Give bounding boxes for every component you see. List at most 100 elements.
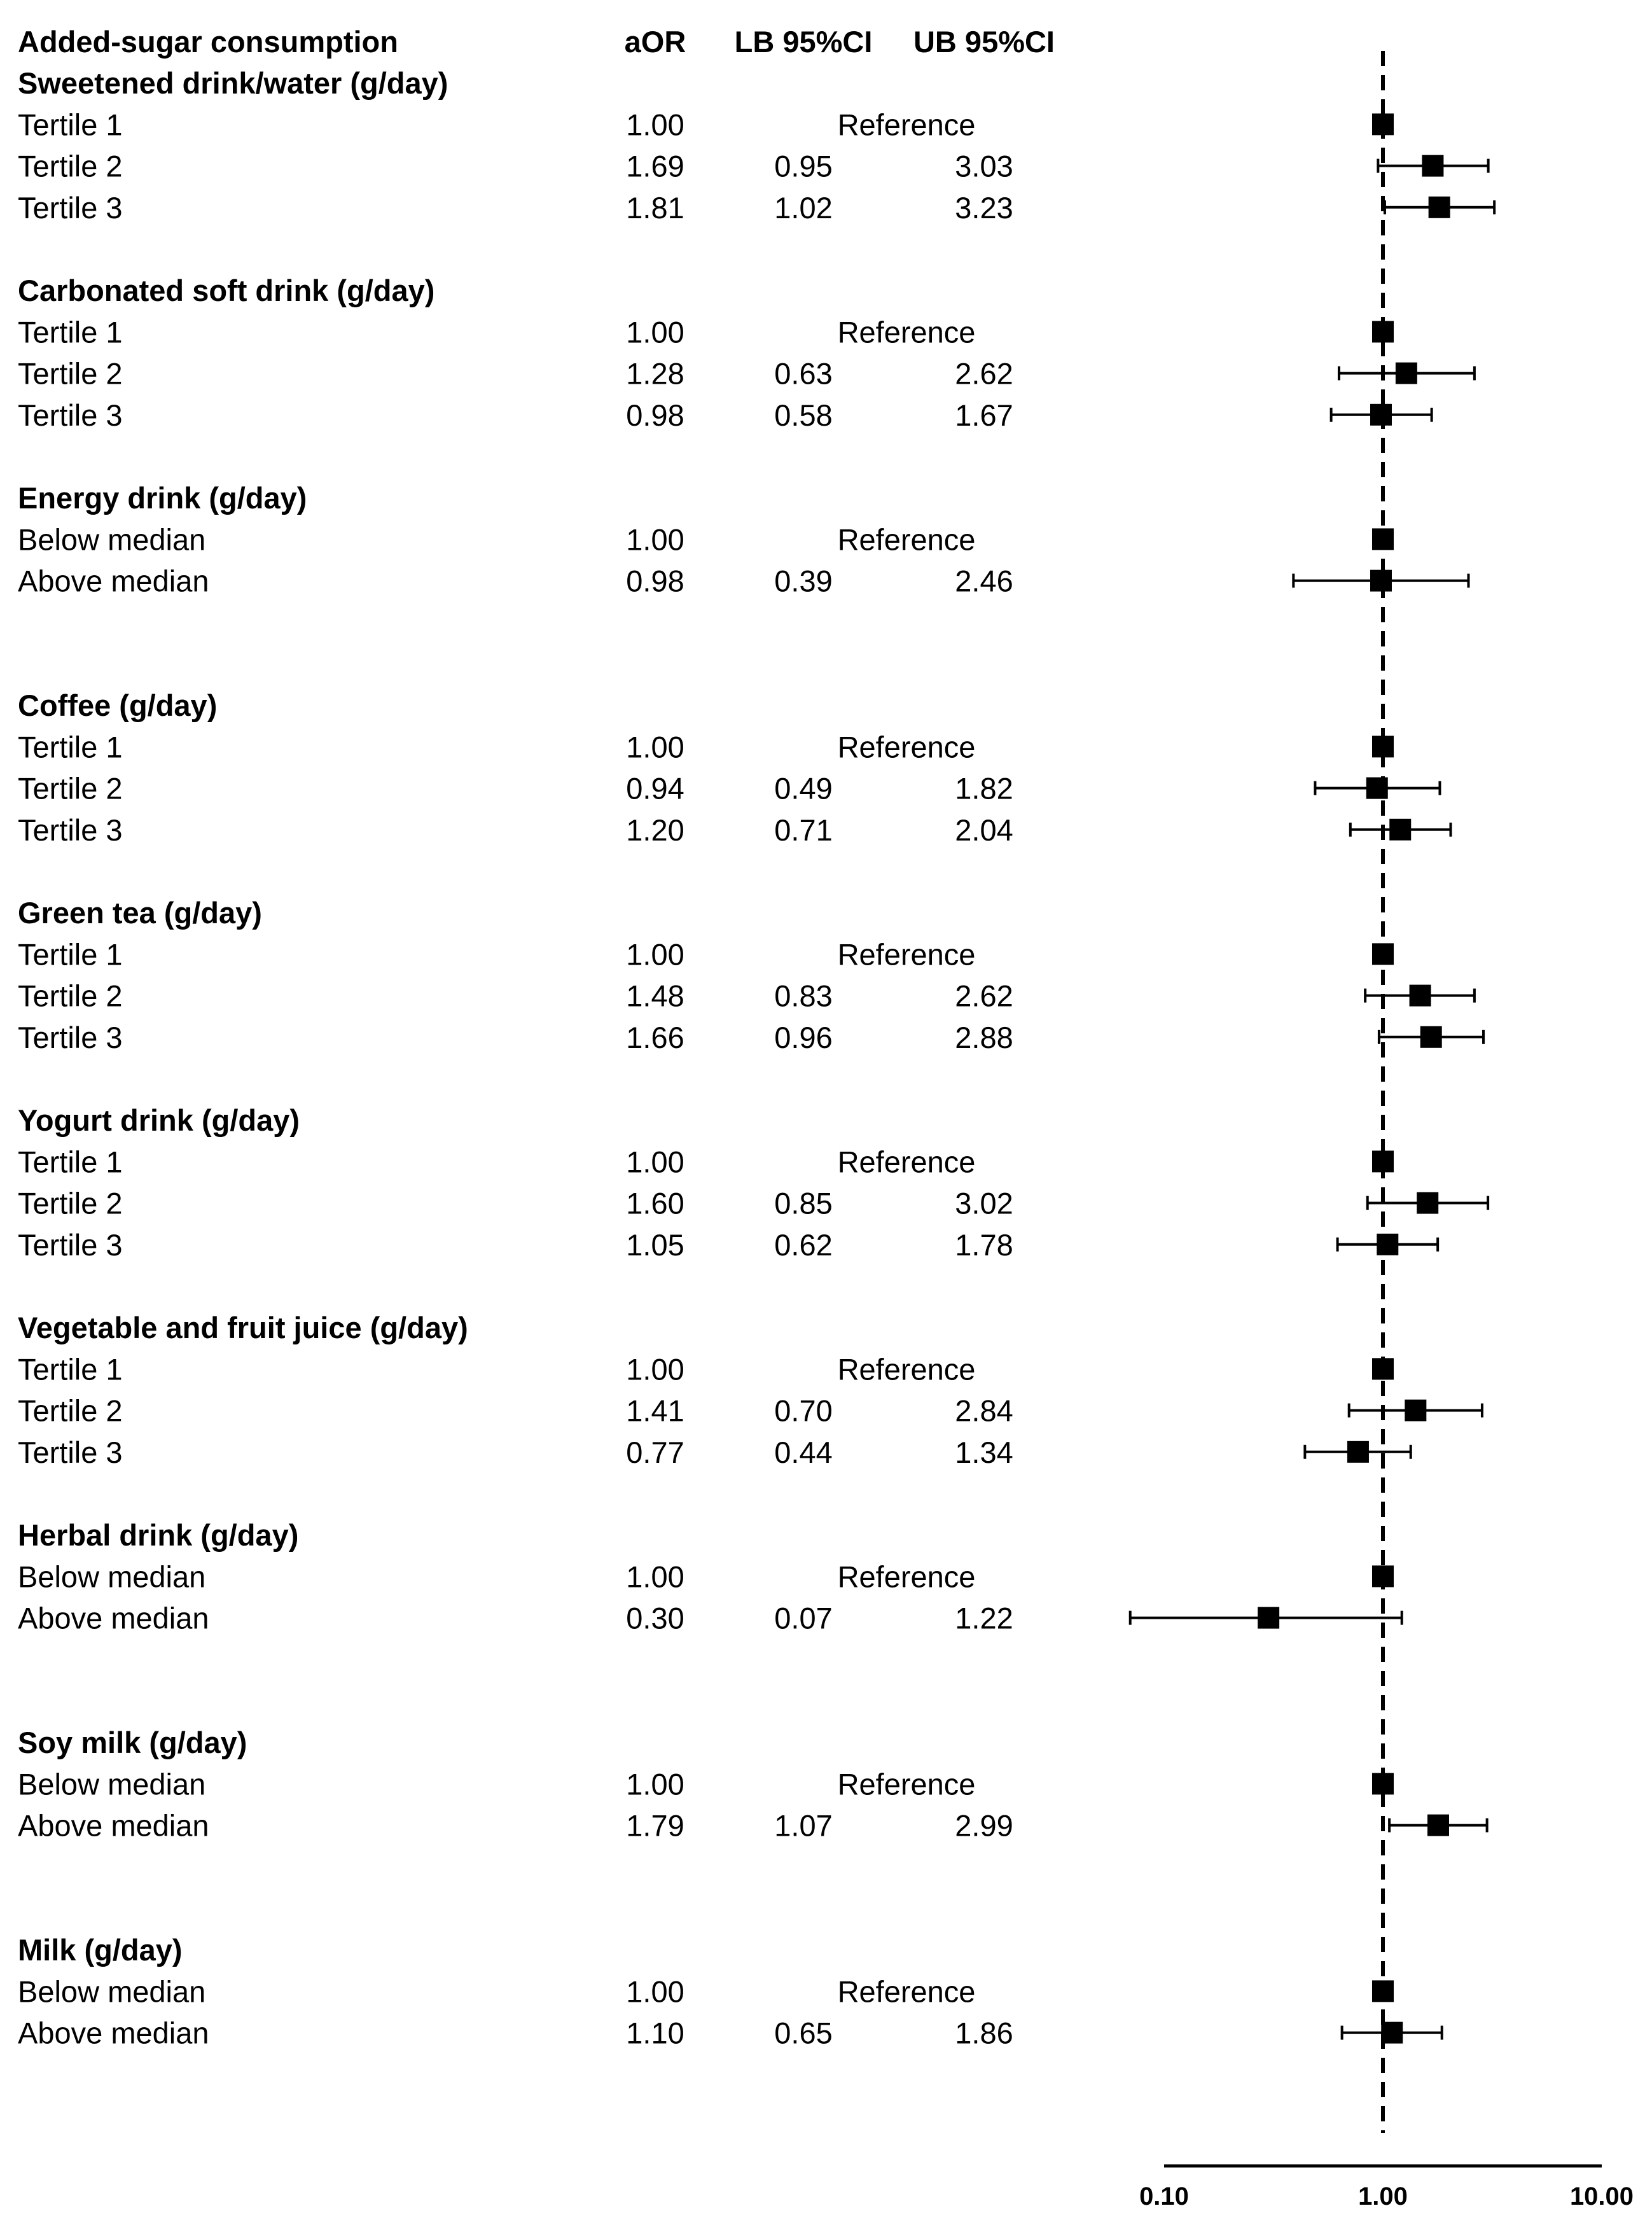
group-header: Energy drink (g/day) — [18, 481, 307, 515]
row-label: Tertile 2 — [18, 1394, 123, 1428]
row-aor-value: 1.79 — [626, 1809, 684, 1843]
row-lb-value: 0.49 — [774, 772, 832, 806]
row-lb-value: 0.44 — [774, 1435, 832, 1469]
column-header-label: Added-sugar consumption — [18, 25, 398, 59]
row-label: Tertile 3 — [18, 813, 123, 847]
row-lb-value: 0.85 — [774, 1187, 832, 1220]
group-header: Sweetened drink/water (g/day) — [18, 66, 448, 100]
row-lb-value: 0.07 — [774, 1602, 832, 1635]
row-aor-value: 1.00 — [626, 522, 684, 556]
row-label: Below median — [18, 1974, 205, 2008]
row-ub-value: 1.82 — [955, 772, 1013, 806]
row-label: Tertile 2 — [18, 150, 123, 183]
point-marker — [1347, 1441, 1369, 1463]
row-aor-value: 0.30 — [626, 1602, 684, 1635]
group-header: Coffee (g/day) — [18, 688, 217, 722]
point-marker — [1370, 569, 1392, 592]
row-lb-value: 0.95 — [774, 150, 832, 183]
group-header: Green tea (g/day) — [18, 896, 262, 930]
row-aor-value: 1.00 — [626, 1145, 684, 1178]
row-reference-text: Reference — [838, 1560, 976, 1593]
row-label: Below median — [18, 522, 205, 556]
row-ub-value: 2.62 — [955, 357, 1013, 391]
point-marker — [1258, 1607, 1280, 1629]
row-label: Below median — [18, 1767, 205, 1801]
row-reference-text: Reference — [838, 108, 976, 141]
row-lb-value: 0.62 — [774, 1228, 832, 1262]
row-label: Tertile 2 — [18, 1187, 123, 1220]
group-header: Milk (g/day) — [18, 1933, 183, 1967]
row-ub-value: 3.23 — [955, 191, 1013, 225]
row-ub-value: 3.02 — [955, 1187, 1013, 1220]
row-aor-value: 0.98 — [626, 398, 684, 432]
row-reference-text: Reference — [838, 730, 976, 764]
row-aor-value: 1.81 — [626, 191, 684, 225]
group-header: Yogurt drink (g/day) — [18, 1103, 300, 1137]
row-aor-value: 1.00 — [626, 730, 684, 764]
row-aor-value: 1.00 — [626, 108, 684, 141]
x-axis: 0.10 1.00 10.00 — [1139, 2164, 1634, 2210]
row-aor-value: 1.69 — [626, 150, 684, 183]
row-ub-value: 1.67 — [955, 398, 1013, 432]
row-aor-value: 1.00 — [626, 1352, 684, 1386]
row-label: Tertile 3 — [18, 1021, 123, 1054]
point-marker — [1420, 1026, 1442, 1048]
row-label: Tertile 2 — [18, 357, 123, 391]
row-aor-value: 0.77 — [626, 1435, 684, 1469]
row-aor-value: 1.48 — [626, 979, 684, 1013]
row-reference-text: Reference — [838, 937, 976, 971]
column-header-aor: aOR — [625, 25, 686, 59]
point-marker — [1417, 1192, 1439, 1214]
row-lb-value: 0.65 — [774, 2016, 832, 2050]
row-ub-value: 1.78 — [955, 1228, 1013, 1262]
column-header-ub: UB 95%CI — [913, 25, 1055, 59]
plot-layer — [1128, 51, 1496, 2133]
x-tick-label: 10.00 — [1570, 2182, 1634, 2210]
point-marker — [1409, 984, 1431, 1007]
x-tick-label: 1.00 — [1358, 2182, 1408, 2210]
row-label: Above median — [18, 1602, 209, 1635]
row-label: Tertile 2 — [18, 772, 123, 806]
row-aor-value: 1.60 — [626, 1187, 684, 1220]
row-ub-value: 1.86 — [955, 2016, 1013, 2050]
row-lb-value: 0.83 — [774, 979, 832, 1013]
row-lb-value: 0.39 — [774, 564, 832, 598]
row-label: Above median — [18, 1809, 209, 1843]
row-label: Tertile 2 — [18, 979, 123, 1013]
row-aor-value: 1.00 — [626, 937, 684, 971]
row-label: Tertile 1 — [18, 1145, 123, 1178]
row-ub-value: 2.04 — [955, 813, 1013, 847]
row-lb-value: 0.63 — [774, 357, 832, 391]
point-marker — [1395, 362, 1417, 384]
column-header-lb: LB 95%CI — [735, 25, 873, 59]
row-ub-value: 1.22 — [955, 1602, 1013, 1635]
group-header: Vegetable and fruit juice (g/day) — [18, 1311, 468, 1344]
row-reference-text: Reference — [838, 1767, 976, 1801]
row-ub-value: 2.46 — [955, 564, 1013, 598]
row-lb-value: 1.07 — [774, 1809, 832, 1843]
point-marker — [1427, 1814, 1449, 1836]
row-reference-text: Reference — [838, 1974, 976, 2008]
table-layer: Added-sugar consumption aOR LB 95%CI UB 95%… — [18, 25, 1055, 2050]
row-label: Tertile 1 — [18, 1352, 123, 1386]
row-ub-value: 2.62 — [955, 979, 1013, 1013]
row-aor-value: 0.98 — [626, 564, 684, 598]
row-aor-value: 1.28 — [626, 357, 684, 391]
row-label: Tertile 3 — [18, 191, 123, 225]
row-label: Above median — [18, 564, 209, 598]
row-label: Tertile 1 — [18, 315, 123, 349]
row-aor-value: 1.66 — [626, 1021, 684, 1054]
point-marker — [1405, 1399, 1427, 1421]
row-ub-value: 2.88 — [955, 1021, 1013, 1054]
row-lb-value: 0.58 — [774, 398, 832, 432]
row-ub-value: 2.99 — [955, 1809, 1013, 1843]
row-label: Tertile 1 — [18, 730, 123, 764]
row-lb-value: 0.71 — [774, 813, 832, 847]
row-ub-value: 3.03 — [955, 150, 1013, 183]
row-aor-value: 1.00 — [626, 315, 684, 349]
row-label: Above median — [18, 2016, 209, 2050]
row-aor-value: 1.00 — [626, 1560, 684, 1593]
point-marker — [1370, 403, 1392, 426]
point-marker — [1389, 818, 1412, 841]
